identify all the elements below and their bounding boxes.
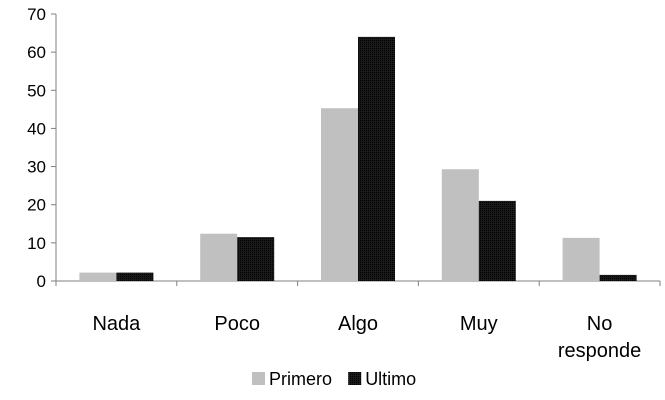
- bar-primero-nada: [79, 272, 117, 281]
- bar-primero-poco: [200, 233, 238, 281]
- bar-ultimo-no-responde: [599, 274, 637, 281]
- category-label: Algo: [338, 313, 378, 335]
- category-label-line: responde: [558, 340, 641, 362]
- bar-ultimo-nada: [116, 272, 154, 281]
- axes: 0 10 20 30 40 50 60 70: [27, 5, 661, 291]
- category-label-line: Muy: [460, 313, 498, 335]
- category-label-line: Nada: [92, 313, 141, 335]
- category-label: No responde: [558, 313, 641, 362]
- bar-primero-algo: [321, 108, 358, 281]
- legend: Primero Ultimo: [252, 369, 416, 389]
- bar-primero-no-responde: [562, 237, 600, 281]
- legend-swatch-primero: [252, 372, 265, 385]
- bar-primero-muy: [441, 169, 479, 281]
- y-tick-label: 0: [37, 272, 46, 291]
- category-label-line: Poco: [214, 313, 260, 335]
- category-label-line: Algo: [338, 313, 378, 335]
- y-tick-label: 60: [27, 43, 46, 62]
- bars: [79, 36, 637, 282]
- y-tick-label: 40: [27, 119, 46, 138]
- bar-ultimo-muy: [478, 200, 516, 281]
- category-label-line: No: [587, 313, 613, 335]
- category-label: Nada: [92, 313, 141, 335]
- y-tick-label: 10: [27, 234, 46, 253]
- category-label: Muy: [460, 313, 498, 335]
- category-labels: Nada Poco Algo Muy No responde: [92, 313, 641, 362]
- y-tick-label: 20: [27, 196, 46, 215]
- legend-label-ultimo: Ultimo: [365, 369, 416, 389]
- y-tick-label: 70: [27, 5, 46, 24]
- bar-ultimo-poco: [237, 237, 275, 281]
- category-label: Poco: [214, 313, 260, 335]
- legend-swatch-ultimo: [348, 372, 362, 385]
- legend-label-primero: Primero: [269, 369, 332, 389]
- y-tick-label: 30: [27, 158, 46, 177]
- y-tick-label: 50: [27, 81, 46, 100]
- bar-ultimo-algo: [358, 36, 395, 282]
